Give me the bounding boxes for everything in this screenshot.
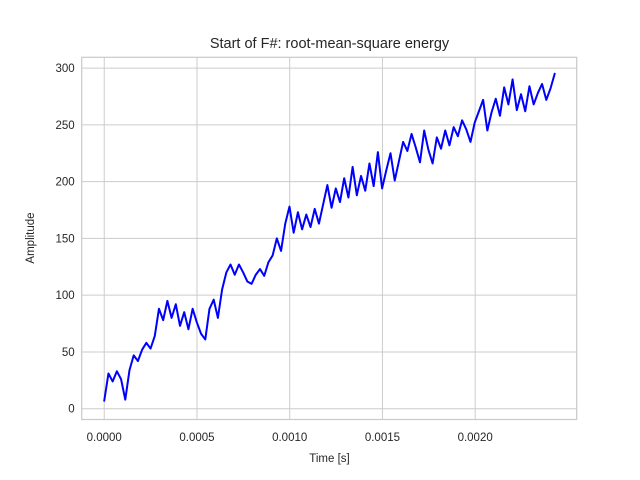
axes-frame <box>81 56 578 421</box>
rms-energy-line <box>103 72 556 402</box>
y-tick-label: 250 <box>56 120 75 132</box>
chart-title: Start of F#: root-mean-square energy <box>209 36 450 52</box>
y-tick-label: 300 <box>56 63 75 75</box>
x-axis-label: Time [s] <box>309 453 350 465</box>
x-tick-label: 0.0010 <box>272 432 307 444</box>
y-axis-label: Amplitude <box>25 212 37 264</box>
x-tick-label: 0.0005 <box>179 432 214 444</box>
x-tick-label: 0.0020 <box>458 432 493 444</box>
x-tick-label: 0.0015 <box>365 432 400 444</box>
y-tick-label: 50 <box>62 347 75 359</box>
x-tick-label: 0.0000 <box>87 432 122 444</box>
y-tick-label: 150 <box>56 233 75 245</box>
y-tick-label: 200 <box>56 177 75 189</box>
y-tick-label: 0 <box>68 404 74 416</box>
y-tick-label: 100 <box>56 290 75 302</box>
